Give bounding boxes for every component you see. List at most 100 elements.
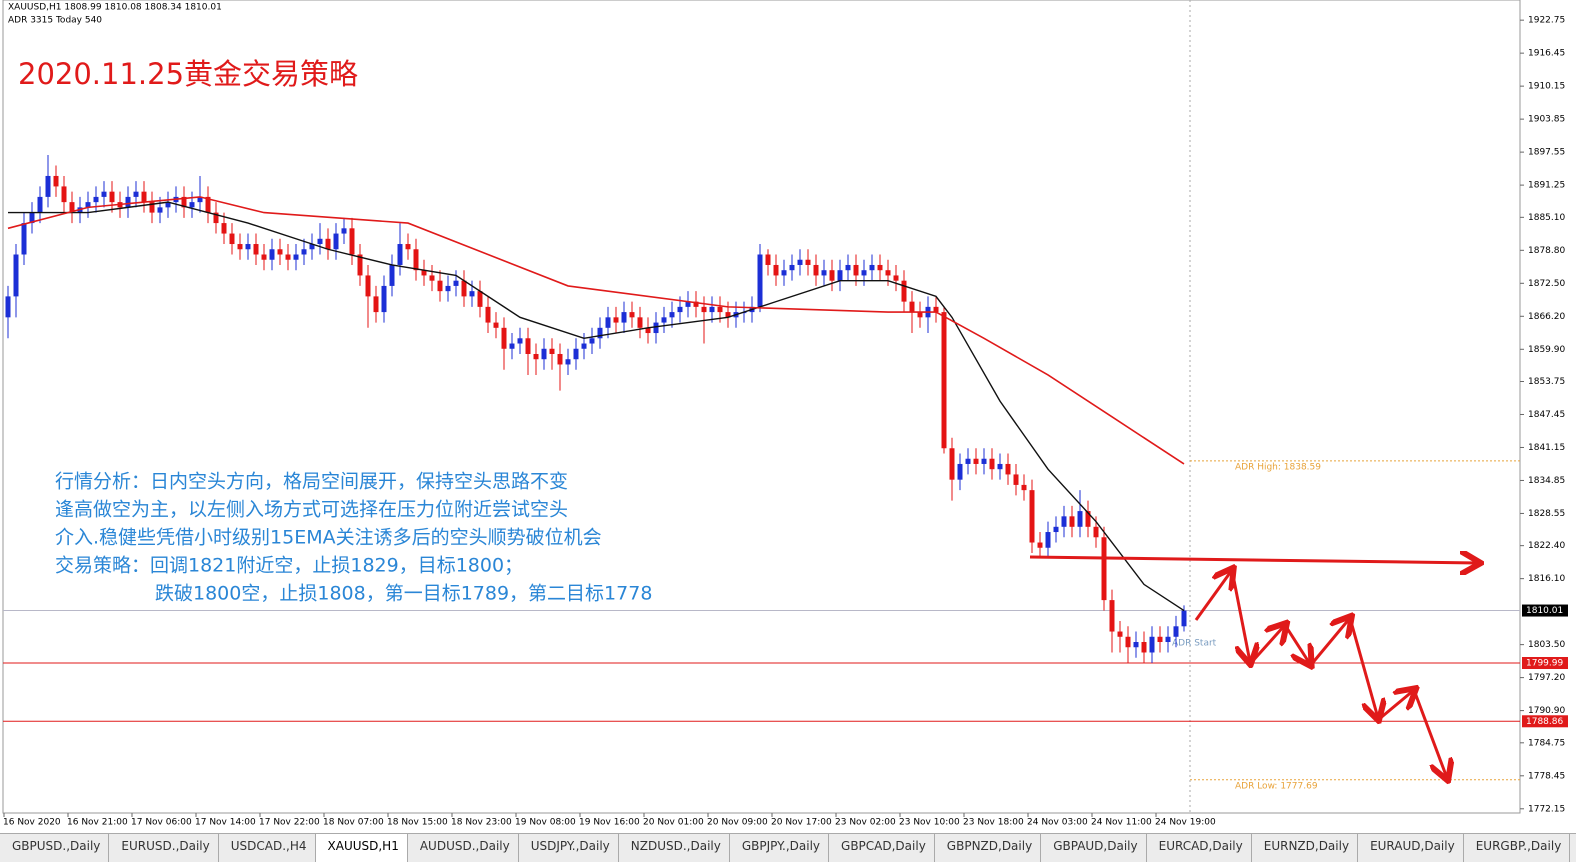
y-tick-label: 1897.55 <box>1528 148 1565 158</box>
arrow <box>1230 569 1250 662</box>
arrow <box>1377 690 1414 722</box>
candle-body <box>757 254 763 307</box>
candle-body <box>933 306 939 313</box>
candle-body <box>541 348 547 360</box>
tab[interactable]: GBPAUD,Daily <box>1041 834 1147 862</box>
candle-body <box>285 254 291 260</box>
tab[interactable]: EURNZD,Daily <box>1252 834 1359 862</box>
candle-body <box>365 275 371 297</box>
candle-body <box>301 249 307 255</box>
candle-body <box>677 306 683 313</box>
candle-body <box>621 312 627 323</box>
tab[interactable]: GBPJPY.,Daily <box>730 834 830 862</box>
tab[interactable]: XAUUSD,H1 <box>315 834 408 862</box>
candle-body <box>957 463 963 480</box>
x-tick-label: 17 Nov 22:00 <box>259 818 320 828</box>
y-tick-label: 1916.45 <box>1528 49 1565 59</box>
candle-body <box>405 244 411 250</box>
arrow <box>1194 570 1232 621</box>
tab[interactable]: EURUSD.,Daily <box>109 834 219 862</box>
candle-body <box>437 280 443 292</box>
candle-body <box>133 191 139 197</box>
candle-body <box>101 191 107 197</box>
candle-body <box>205 196 211 213</box>
candle-body <box>109 191 115 203</box>
tab[interactable]: EURCAD,Daily <box>1147 834 1252 862</box>
y-tick-label: 1822.40 <box>1528 541 1565 551</box>
candle-body <box>789 264 795 271</box>
candle-body <box>157 207 163 213</box>
x-tick-label: 17 Nov 14:00 <box>195 818 256 828</box>
candle-body <box>1021 484 1027 491</box>
symbol-line: XAUUSD,H1 1808.99 1810.08 1808.34 1810.0… <box>8 3 222 13</box>
candle-body <box>261 254 267 260</box>
y-tick-label: 1891.25 <box>1528 181 1565 191</box>
candle-body <box>1077 511 1083 527</box>
candle-body <box>1173 626 1179 637</box>
candle-body <box>493 322 499 328</box>
candle-body <box>589 338 595 344</box>
candle-body <box>1149 636 1155 653</box>
candle-body <box>21 223 27 255</box>
candle-body <box>325 238 331 250</box>
tab[interactable]: EURAUD,Daily <box>1358 834 1464 862</box>
candle-body <box>837 270 843 281</box>
arrow <box>1308 618 1350 667</box>
adr-start: ADR Start <box>1172 639 1217 649</box>
candle-body <box>645 327 651 334</box>
y-tick-label: 1784.75 <box>1528 738 1565 748</box>
candle-body <box>661 317 667 323</box>
candle-body <box>765 254 771 265</box>
candle-body <box>1045 532 1051 548</box>
candle-body <box>501 327 507 349</box>
tab-bar: GBPUSD.,Daily EURUSD.,Daily USDCAD.,H4 XAUU… <box>0 833 1576 862</box>
tab[interactable]: GBPCAD,Daily <box>829 834 935 862</box>
y-tick-label: 1885.10 <box>1528 213 1565 223</box>
x-tick-label: 17 Nov 06:00 <box>131 818 192 828</box>
candle-body <box>197 196 203 203</box>
candle-body <box>1101 537 1107 601</box>
candle-body <box>421 270 427 276</box>
candle-body <box>973 458 979 464</box>
tab[interactable]: USDCAD.,H4 <box>219 834 316 862</box>
x-tick-label: 24 Nov 11:00 <box>1091 818 1152 828</box>
candle-body <box>653 322 659 334</box>
candle-body <box>485 306 491 323</box>
tab[interactable]: GBPUSD.,Daily <box>0 834 110 862</box>
candle-body <box>181 196 187 208</box>
candle-body <box>725 312 731 318</box>
candle-body <box>1053 526 1059 533</box>
strategy-title: 2020.11.25黄金交易策略 <box>18 57 358 91</box>
candle-body <box>341 228 347 234</box>
candle-body <box>317 238 323 245</box>
y-tick-label: 1797.20 <box>1528 673 1565 683</box>
chart: 1922.75 1916.45 1910.15 1903.85 1897.55 1891.… <box>2 0 1568 828</box>
y-tick-label: 1910.15 <box>1528 82 1565 92</box>
tab[interactable]: NZDUSD.,Daily <box>619 834 730 862</box>
tab[interactable]: AUDUSD.,Daily <box>408 834 519 862</box>
price-tag-label: 1799.99 <box>1526 659 1563 669</box>
candle-body <box>549 348 555 354</box>
candle-body <box>213 212 219 224</box>
y-tick-label: 1841.15 <box>1528 443 1565 453</box>
candle-body <box>1181 610 1187 627</box>
tab[interactable]: USDJPY.,Daily <box>519 834 619 862</box>
x-tick-label: 24 Nov 03:00 <box>1027 818 1088 828</box>
y-tick-label: 1847.45 <box>1528 410 1565 420</box>
y-tick-label: 1834.85 <box>1528 476 1565 486</box>
candle-body <box>861 270 867 276</box>
candle-body <box>381 285 387 313</box>
candle-body <box>517 338 523 344</box>
candle-body <box>821 270 827 276</box>
candle-body <box>245 244 251 250</box>
tab[interactable]: EURGBP.,Daily <box>1464 834 1571 862</box>
candle-body <box>1037 542 1043 548</box>
analysis: 行情分析：日内空头方向，格局空间展开，保持空头思路不变 逢高做空为主，以左侧入场… <box>55 471 652 605</box>
tab[interactable]: GBPNZD,Daily <box>935 834 1042 862</box>
candle-body <box>469 291 475 297</box>
x-tick-label: 18 Nov 07:00 <box>323 818 384 828</box>
candle-body <box>1005 463 1011 475</box>
candle-body <box>1133 642 1139 648</box>
arrow <box>1348 617 1378 718</box>
candle-body <box>413 249 419 271</box>
